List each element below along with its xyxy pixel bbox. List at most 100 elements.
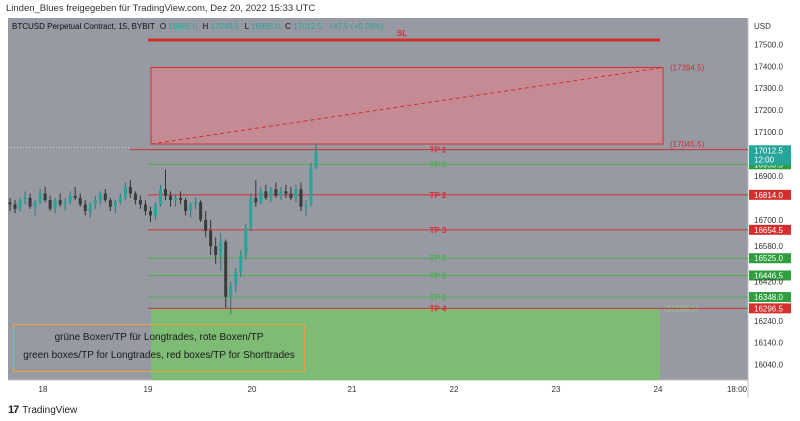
symbol-title: BTCUSD Perpetual Contract, 15, BYBIT	[12, 22, 155, 31]
candle-body-2	[18, 200, 22, 209]
candle-body-41	[214, 246, 218, 255]
candle-body-32	[169, 195, 173, 201]
candle-body-48	[249, 197, 253, 229]
candle-body-19	[103, 193, 107, 201]
candle-body-38	[199, 202, 203, 220]
candle-body-60	[309, 167, 313, 205]
candle-body-11	[63, 202, 67, 205]
top-credit-bar: Linden_Blues freigegeben für TradingView…	[0, 0, 800, 18]
time-axis-background	[8, 380, 800, 398]
open-label: O	[160, 22, 166, 31]
legend-header: BTCUSD Perpetual Contract, 15, BYBIT O 1…	[12, 22, 384, 31]
candle-body-42	[219, 241, 223, 255]
candle-body-43	[224, 241, 228, 297]
candle-body-22	[118, 197, 122, 203]
x-tick-label-6: 24	[654, 385, 663, 394]
candle-body-35	[184, 200, 188, 212]
y-tick-label-1: 17400.0	[754, 62, 783, 71]
boxes-layer: (17394.5)(17045.5)(16298.5)	[8, 63, 705, 380]
price-tag-8: 16296.5	[749, 303, 791, 314]
price-tag-5: 16525.0	[749, 253, 791, 264]
close-value: 17012.5	[293, 22, 322, 31]
footer-bar	[0, 398, 800, 421]
price-tag-7: 16348.0	[749, 292, 791, 303]
level-label-2: TP 5	[430, 160, 447, 169]
candle-body-40	[209, 230, 213, 247]
open-value: 16965.0	[168, 22, 197, 31]
tradingview-logo-icon: 17	[8, 404, 19, 416]
candle-body-52	[269, 189, 273, 198]
current-price-tag-bg	[749, 145, 791, 166]
change-value: +47.5 (+0.28%)	[328, 22, 383, 31]
candle-body-46	[239, 254, 243, 273]
candle-body-26	[138, 200, 142, 205]
level-label-1: TP 1	[430, 146, 447, 155]
note-line-2: green boxes/TP for Longtrades, red boxes…	[23, 350, 295, 361]
price-tag-text-5: 16525.0	[754, 254, 783, 263]
chart-frame: (17394.5)(17045.5)(16298.5) SL TP 1 TP 5 16…	[0, 18, 800, 398]
candle-body-58	[299, 189, 303, 207]
price-axis[interactable]: 17500.0 17400.0 17300.0 17200.0 17100.0 16900…	[749, 40, 791, 370]
level-label-4: TP 3	[430, 226, 447, 235]
candle-body-25	[133, 193, 137, 201]
y-tick-label-6: 16700.0	[754, 216, 783, 225]
candle-body-49	[254, 197, 258, 203]
candle-body-5	[33, 202, 37, 207]
time-axis[interactable]: 18 19 20 21 22 23 24 18:00	[39, 385, 748, 394]
level-label-3: TP 2	[430, 191, 447, 200]
high-value: 17048.5	[210, 22, 239, 31]
candle-body-16	[88, 204, 92, 212]
y-tick-label-7: 16580.0	[754, 242, 783, 251]
currency-label: USD	[754, 22, 771, 31]
red-box-top-label: (17394.5)	[670, 63, 705, 72]
price-tag-bg-8	[749, 303, 791, 314]
price-tag-bg-5	[749, 253, 791, 264]
candle-body-56	[289, 193, 293, 198]
y-tick-label-0: 17500.0	[754, 40, 783, 49]
price-tag-text-4: 16654.5	[754, 226, 783, 235]
x-tick-label-2: 20	[248, 385, 257, 394]
y-tick-label-9: 16240.0	[754, 317, 783, 326]
candle-body-14	[78, 197, 82, 205]
projection-line	[150, 66, 664, 145]
level-label-6: TP 2	[430, 271, 447, 280]
y-tick-label-5: 16900.0	[754, 172, 783, 181]
candle-body-28	[148, 211, 152, 216]
candle-body-59	[304, 204, 308, 207]
svg-text:BTCUSD Perpetual Contract, 15,: BTCUSD Perpetual Contract, 15, BYBIT O 1…	[12, 22, 384, 31]
y-tick-label-4: 17100.0	[754, 128, 783, 137]
price-tag-4: 16654.5	[749, 224, 791, 235]
candle-body-57	[294, 189, 298, 198]
price-tag-bg-3	[749, 189, 791, 200]
low-label: L	[245, 22, 250, 31]
level-label-8: TP 4	[430, 304, 447, 313]
y-tick-label-3: 17200.0	[754, 106, 783, 115]
high-label: H	[202, 22, 208, 31]
candle-body-24	[128, 186, 132, 194]
level-label-0: SL	[397, 29, 407, 38]
candle-body-8	[48, 200, 52, 209]
price-tag-text-6: 16446.5	[754, 271, 783, 280]
close-label: C	[285, 22, 291, 31]
level-label-7: TP 1	[430, 293, 447, 302]
note-line-1: grüne Boxen/TP für Longtrades, rote Boxe…	[54, 332, 264, 343]
candle-body-37	[194, 202, 198, 205]
candle-body-9	[53, 200, 57, 209]
long-target-box	[151, 308, 660, 380]
chart-canvas[interactable]: (17394.5)(17045.5)(16298.5) SL TP 1 TP 5 16…	[0, 18, 800, 398]
candle-body-36	[189, 204, 193, 212]
candle-body-15	[83, 204, 87, 212]
x-tick-label-1: 19	[144, 385, 153, 394]
price-tag-text-8: 16296.5	[754, 304, 783, 313]
price-tag-bg-4	[749, 224, 791, 235]
candle-body-13	[73, 195, 77, 198]
tradingview-logo[interactable]: 17 TradingView	[8, 404, 77, 416]
legend-note-box: grüne Boxen/TP für Longtrades, rote Boxe…	[13, 324, 305, 372]
candle-body-45	[234, 272, 238, 286]
price-tag-3: 16814.0	[749, 189, 791, 200]
candle-body-21	[113, 202, 117, 207]
candle-body-3	[23, 197, 27, 201]
candle-body-31	[164, 189, 168, 196]
x-tick-label-4: 22	[450, 385, 459, 394]
price-tag-text-3: 16814.0	[754, 191, 783, 200]
